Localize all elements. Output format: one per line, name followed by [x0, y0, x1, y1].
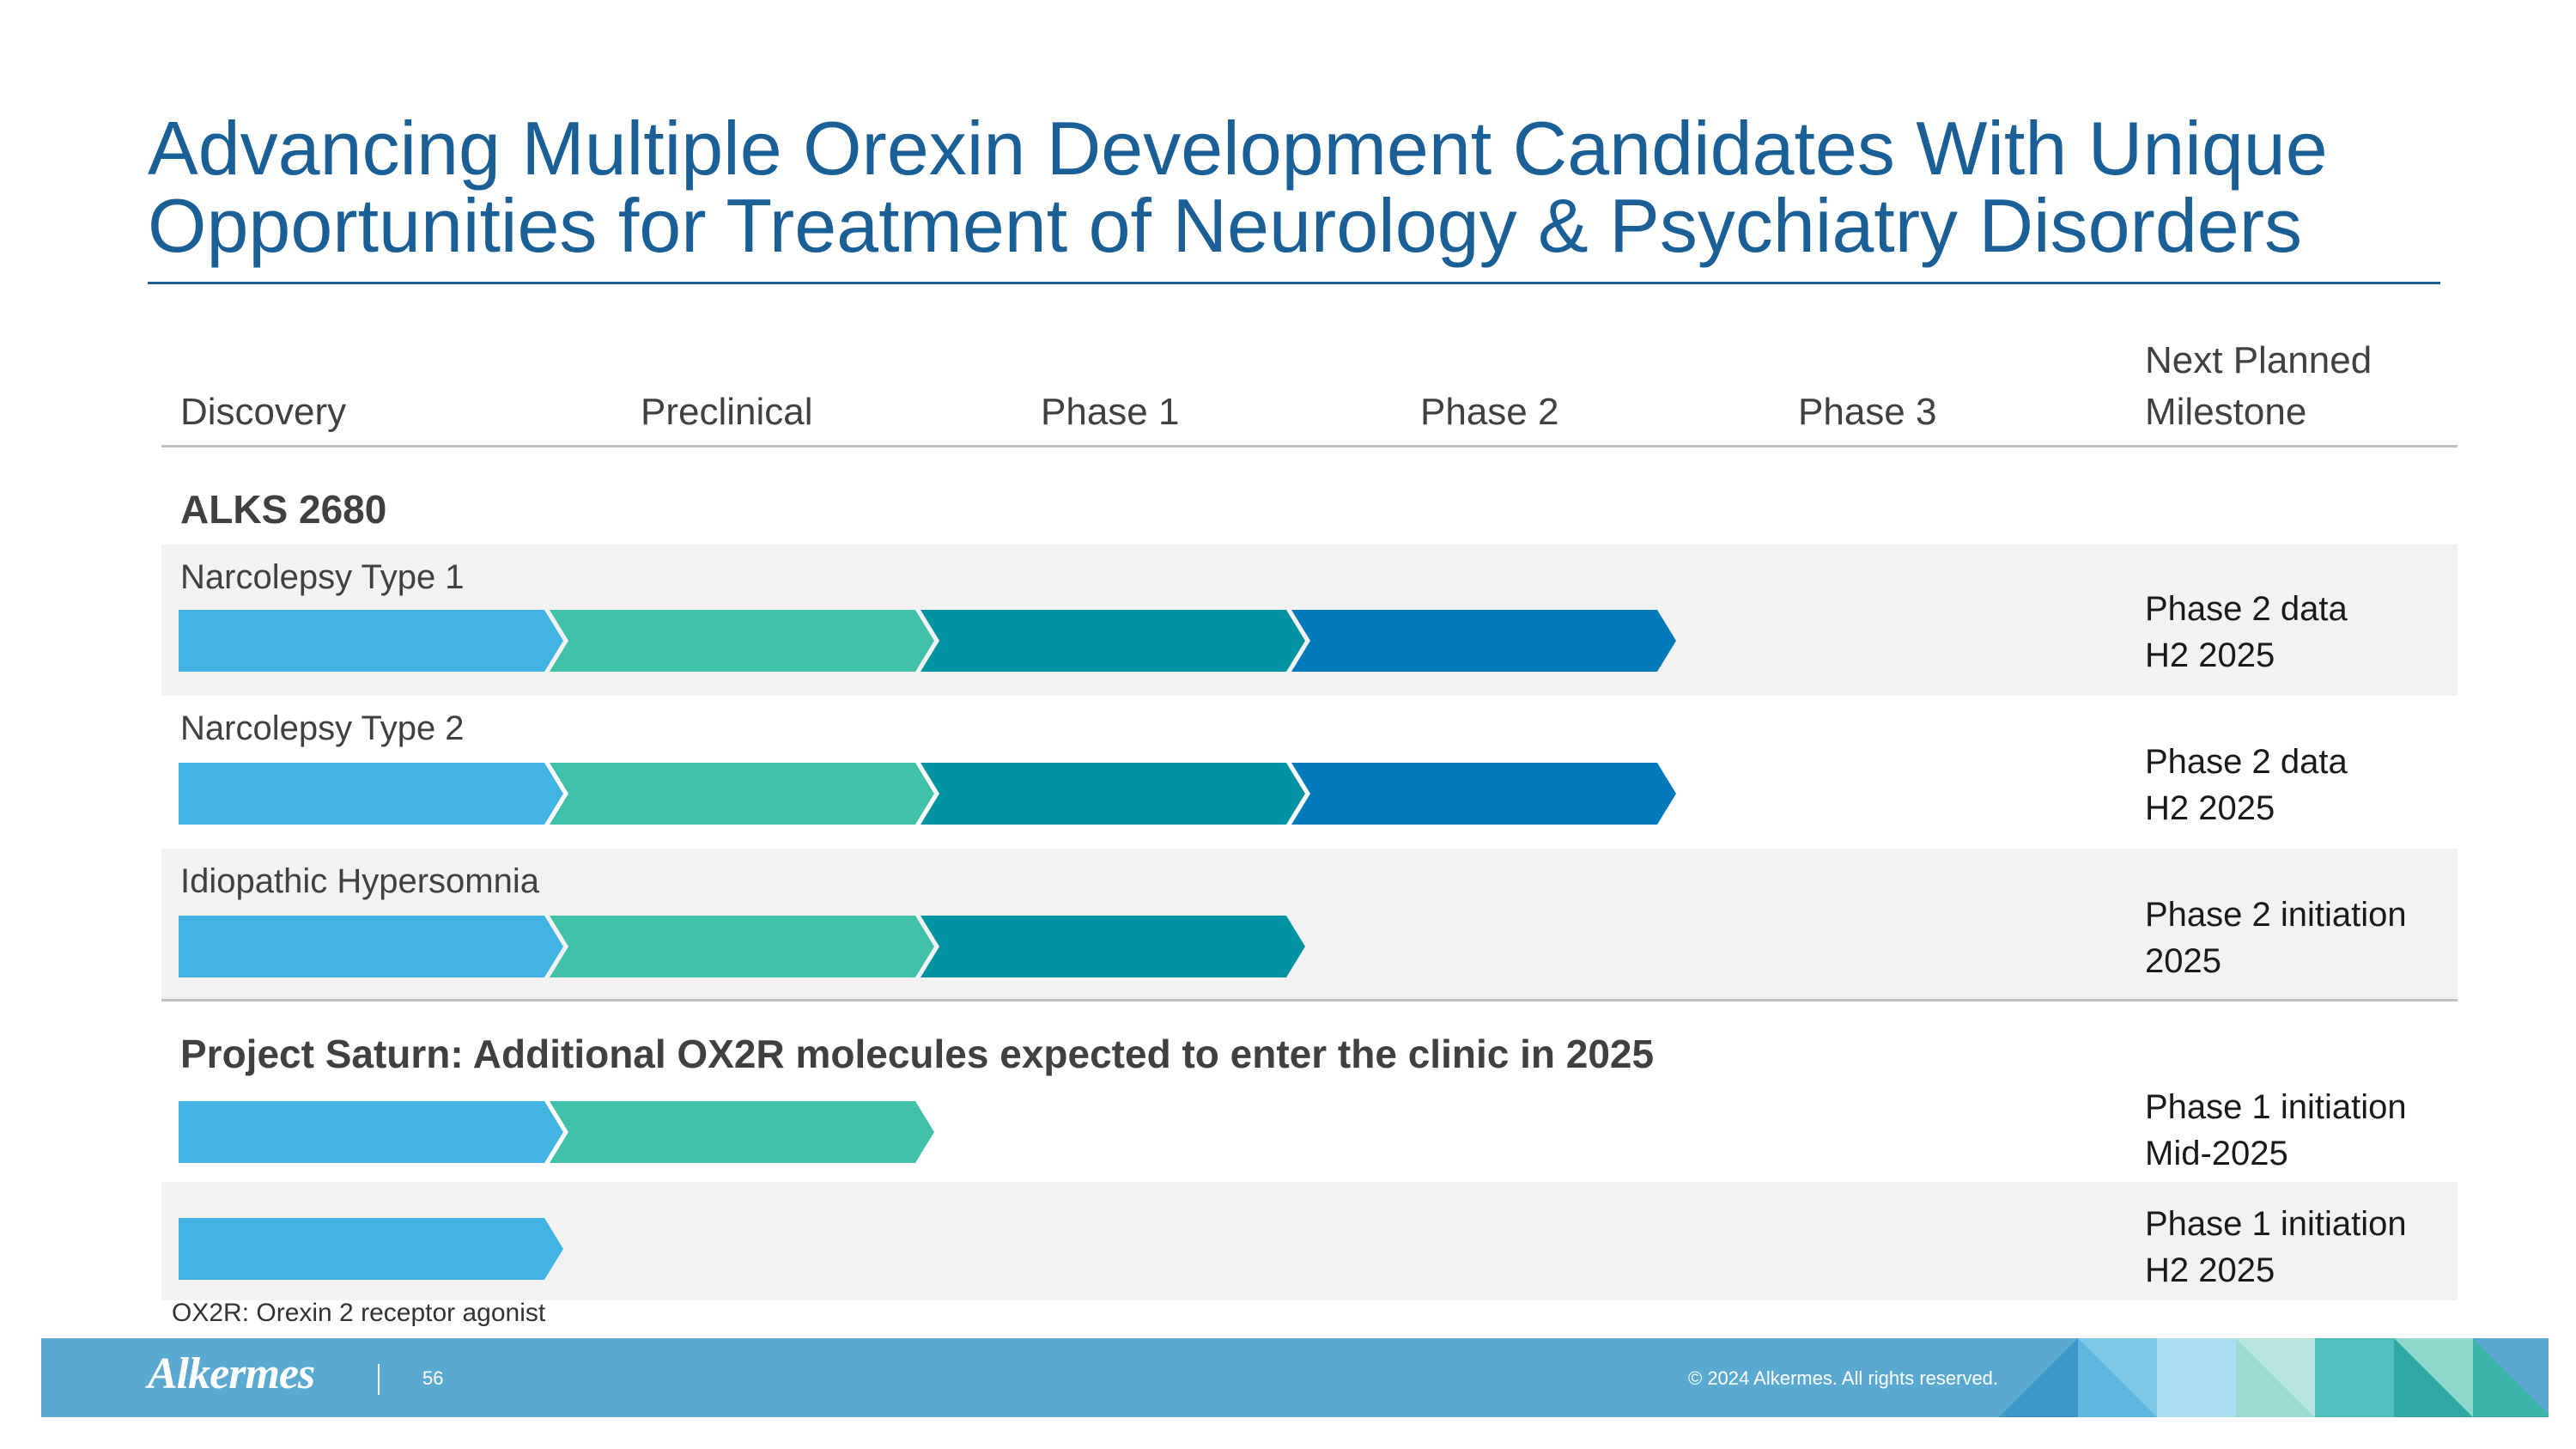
page-number: 56	[422, 1367, 444, 1389]
pipeline-chevrons	[179, 916, 1305, 977]
footer-accent-tile	[2315, 1338, 2394, 1417]
page-title: Advancing Multiple Orexin Development Ca…	[148, 110, 2483, 265]
chevron-discovery	[179, 1101, 563, 1163]
chevron-phase-1	[920, 916, 1305, 977]
header-rule	[161, 445, 2458, 447]
milestone-line-1: Phase 2 data	[2145, 590, 2348, 628]
milestone-line-1: Phase 1 initiation	[2145, 1205, 2407, 1243]
progress-track-narcolepsy-type-1	[179, 610, 1685, 675]
chevron-discovery	[179, 916, 563, 977]
section-divider	[161, 999, 2458, 1002]
milestone-line-1: Phase 2 initiation	[2145, 896, 2407, 934]
progress-track-narcolepsy-type-2	[179, 763, 1685, 828]
progress-track-idiopathic-hypersomnia	[179, 916, 1314, 981]
milestone-idiopathic-hypersomnia: Phase 2 initiation 2025	[2145, 892, 2407, 984]
milestone-narcolepsy-type-2: Phase 2 data H2 2025	[2145, 739, 2348, 831]
chevron-discovery	[179, 610, 563, 672]
row-label-narcolepsy-type-1: Narcolepsy Type 1	[180, 558, 465, 596]
chevron-discovery	[179, 763, 563, 825]
footer-accent-tile	[2157, 1338, 2236, 1417]
chevron-preclinical	[550, 1101, 934, 1163]
footer-accent-shapes	[1999, 1338, 2549, 1417]
chevron-discovery	[179, 1218, 563, 1280]
pipeline-chevrons	[179, 763, 1676, 825]
chevron-phase-1	[920, 763, 1305, 825]
milestone-line-2: 2025	[2145, 942, 2221, 980]
title-line-1: Advancing Multiple Orexin Development Ca…	[148, 106, 2328, 191]
milestone-saturn-2: Phase 1 initiation H2 2025	[2145, 1201, 2407, 1294]
footnote: OX2R: Orexin 2 receptor agonist	[172, 1299, 546, 1327]
chevron-phase-2	[1291, 610, 1676, 672]
milestone-line-2: Mid-2025	[2145, 1135, 2288, 1172]
column-header-preclinical: Preclinical	[641, 391, 813, 433]
milestone-line-1: Phase 1 initiation	[2145, 1088, 2407, 1126]
milestone-saturn-1: Phase 1 initiation Mid-2025	[2145, 1084, 2407, 1177]
footer-bar	[41, 1338, 2549, 1417]
footer-accent-tile	[1999, 1338, 2078, 1417]
footer-accent-tile	[2473, 1338, 2549, 1417]
pipeline-chevrons	[179, 1218, 563, 1280]
milestone-line-1: Phase 2 data	[2145, 743, 2348, 781]
section-title-project-saturn: Project Saturn: Additional OX2R molecule…	[180, 1032, 1655, 1076]
footer-accent-facet	[2236, 1338, 2315, 1417]
chevron-phase-2	[1291, 763, 1676, 825]
section-title-alks-2680: ALKS 2680	[180, 487, 387, 532]
pipeline-chevrons	[179, 610, 1676, 672]
milestone-line-2: H2 2025	[2145, 789, 2275, 827]
column-header-discovery: Discovery	[180, 391, 347, 433]
alkermes-logo: Alkermes	[148, 1349, 315, 1398]
chevron-preclinical	[550, 763, 934, 825]
chevron-preclinical	[550, 916, 934, 977]
milestone-line-2: H2 2025	[2145, 1251, 2275, 1289]
copyright-notice: © 2024 Alkermes. All rights reserved.	[1688, 1367, 1999, 1389]
column-header-milestone: Next Planned Milestone	[2145, 335, 2372, 438]
row-label-idiopathic-hypersomnia: Idiopathic Hypersomnia	[180, 862, 539, 900]
row-label-narcolepsy-type-2: Narcolepsy Type 2	[180, 709, 465, 747]
chevron-phase-1	[920, 610, 1305, 672]
footer-accent-facet	[2078, 1338, 2157, 1417]
column-header-milestone-line-2: Milestone	[2145, 391, 2307, 433]
milestone-line-2: H2 2025	[2145, 636, 2275, 674]
column-header-milestone-line-1: Next Planned	[2145, 339, 2372, 381]
column-header-phase-2: Phase 2	[1420, 391, 1559, 433]
footer-accent-facet	[2394, 1338, 2473, 1417]
column-header-phase-1: Phase 1	[1041, 391, 1180, 433]
footer-separator	[378, 1364, 380, 1395]
title-line-2: Opportunities for Treatment of Neurology…	[148, 183, 2303, 268]
progress-track-saturn-2	[179, 1218, 572, 1283]
progress-track-saturn-1	[179, 1101, 943, 1166]
chevron-preclinical	[550, 610, 934, 672]
title-underline	[148, 282, 2440, 284]
milestone-narcolepsy-type-1: Phase 2 data H2 2025	[2145, 586, 2348, 679]
pipeline-chevrons	[179, 1101, 934, 1163]
column-header-phase-3: Phase 3	[1798, 391, 1937, 433]
